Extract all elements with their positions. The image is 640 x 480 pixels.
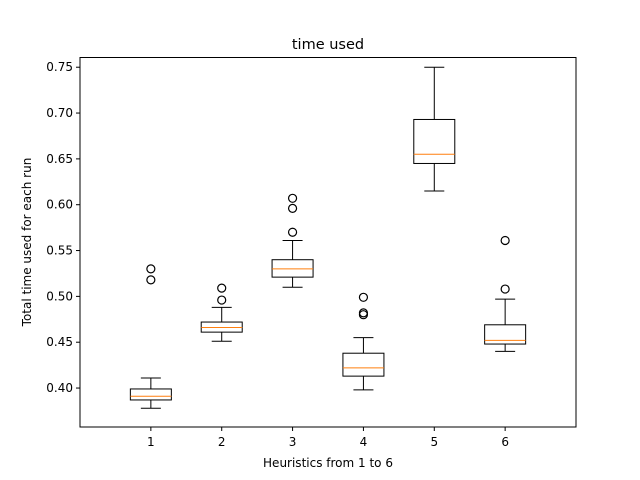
y-tick-label: 0.60 — [46, 198, 73, 212]
box-iqr — [484, 324, 527, 345]
x-tick-label: 4 — [360, 435, 368, 449]
y-tick-label: 0.50 — [46, 289, 73, 303]
outlier-point — [500, 235, 510, 246]
outlier-point — [217, 295, 227, 305]
x-axis-label: Heuristics from 1 to 6 — [263, 456, 393, 470]
y-tick-label: 0.65 — [46, 152, 73, 166]
box-group-6 — [484, 235, 527, 352]
chart-title: time used — [292, 37, 364, 53]
box-group-5 — [413, 66, 456, 192]
x-tick-label: 6 — [501, 435, 509, 449]
box-iqr — [129, 388, 172, 401]
outlier-point — [500, 284, 510, 294]
outlier-point — [217, 283, 227, 293]
box-iqr — [342, 352, 385, 377]
outlier-point — [358, 308, 369, 318]
y-tick-label: 0.55 — [46, 244, 73, 258]
outlier-point — [287, 203, 298, 213]
data-layer — [129, 66, 527, 409]
outlier-point — [287, 227, 298, 237]
y-tick-label: 0.40 — [46, 381, 73, 395]
plot-frame — [79, 57, 577, 428]
x-tick-label: 2 — [218, 435, 226, 449]
box-group-4 — [342, 292, 385, 391]
y-tick-label: 0.70 — [46, 106, 73, 120]
x-axis: 1 2 3 4 5 6 — [147, 427, 509, 449]
y-tick-label: 0.45 — [46, 335, 73, 349]
y-axis: 0.40 0.45 0.50 0.55 0.60 0.65 0.70 0.75 — [46, 60, 80, 395]
y-tick-label: 0.75 — [46, 60, 73, 74]
box-group-2 — [200, 283, 243, 342]
outlier-point — [146, 264, 156, 274]
outlier-point — [146, 275, 156, 285]
x-tick-label: 5 — [430, 435, 438, 449]
outlier-point — [358, 292, 369, 302]
outlier-point — [287, 193, 298, 203]
x-tick-label: 3 — [289, 435, 297, 449]
x-tick-label: 1 — [147, 435, 155, 449]
box-iqr — [413, 118, 456, 164]
box-group-1 — [129, 264, 172, 409]
box-group-3 — [271, 193, 314, 288]
y-axis-label: Total time used for each run — [20, 158, 34, 328]
